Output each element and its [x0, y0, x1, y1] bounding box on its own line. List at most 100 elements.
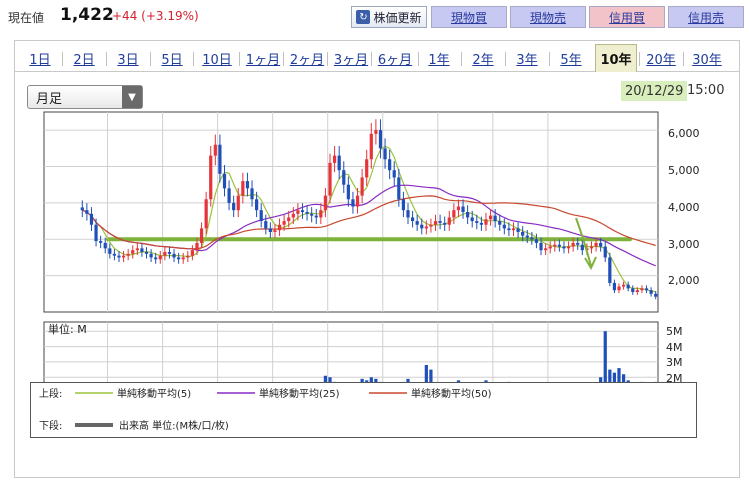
candle-body — [534, 239, 539, 243]
candle — [268, 222, 272, 238]
candle-body — [181, 257, 185, 260]
candle — [227, 180, 231, 211]
candle — [456, 199, 461, 218]
candle — [548, 241, 552, 254]
tab-2m[interactable]: 2ヶ月 — [289, 52, 325, 68]
candle-body — [383, 148, 387, 160]
candle-body — [121, 255, 126, 258]
arrow-head-icon — [584, 256, 597, 271]
candle — [562, 241, 566, 254]
price-tick-4000: 4,000 — [668, 201, 700, 214]
candle — [314, 209, 318, 224]
candle-body — [594, 242, 598, 247]
candle-body — [580, 244, 584, 251]
candle — [236, 188, 240, 218]
candle-body — [222, 173, 227, 189]
candle — [126, 249, 130, 261]
candle-body — [314, 215, 318, 218]
candle — [158, 251, 162, 264]
candle — [378, 119, 383, 159]
period-select[interactable]: 月足 ▼ — [27, 85, 143, 109]
candle — [300, 203, 305, 219]
candle-body — [562, 246, 566, 249]
tab-1d[interactable]: 1日 — [29, 52, 51, 68]
candle-body — [112, 253, 117, 256]
tab-6m[interactable]: 6ヶ月 — [377, 52, 413, 68]
margin-buy-button[interactable]: 信用買 — [589, 6, 665, 28]
candle-body — [277, 224, 282, 231]
candle-body — [566, 246, 571, 249]
candle — [103, 237, 107, 254]
candle — [493, 209, 497, 228]
candle — [392, 161, 396, 186]
candle — [199, 222, 204, 249]
candle-body — [172, 253, 176, 258]
candle-body — [374, 130, 378, 134]
tab-20y[interactable]: 20年 — [646, 52, 676, 68]
candle-body — [154, 257, 158, 260]
candle-body — [342, 170, 346, 185]
trend-arrow — [575, 217, 592, 267]
moving-averages — [82, 145, 656, 293]
candle — [576, 237, 580, 250]
tab-1m[interactable]: 1ヶ月 — [245, 52, 281, 68]
tab-2d[interactable]: 2日 — [73, 52, 95, 68]
candle — [534, 233, 539, 249]
candle-body — [346, 184, 350, 200]
candle-body — [475, 221, 479, 223]
ma5-line — [82, 145, 656, 293]
candle-body — [264, 221, 268, 229]
candle — [250, 180, 254, 207]
candle — [539, 237, 543, 256]
date-badge: 20/12/29 — [621, 81, 688, 101]
candle-body — [424, 226, 428, 229]
period-select-value: 月足 — [36, 91, 63, 107]
tab-10d[interactable]: 10日 — [202, 52, 232, 68]
tab-3m[interactable]: 3ヶ月 — [333, 52, 369, 68]
candle — [603, 241, 607, 262]
candle-body — [241, 181, 245, 196]
candle — [415, 214, 419, 231]
candle-body — [158, 255, 162, 260]
cash-buy-button[interactable]: 現物買 — [431, 6, 507, 28]
legend-box: 上段: 単純移動平均(5) 単純移動平均(25) 単純移動平均(50) 下段: … — [30, 382, 697, 438]
tab-1y[interactable]: 1年 — [428, 52, 450, 68]
candle-body — [516, 228, 520, 232]
candle — [163, 247, 167, 261]
candle-body — [502, 224, 506, 229]
tab-2y[interactable]: 2年 — [472, 52, 494, 68]
candle — [635, 287, 639, 295]
candle — [452, 203, 456, 224]
candle — [654, 291, 658, 300]
price-tick-5000: 5,000 — [668, 164, 700, 177]
candle-body — [250, 188, 254, 200]
tab-5y[interactable]: 5年 — [560, 52, 582, 68]
candle — [213, 134, 217, 166]
margin-sell-button[interactable]: 信用売 — [668, 6, 744, 28]
candle — [365, 149, 369, 186]
candle-body — [479, 222, 483, 225]
tab-5d[interactable]: 5日 — [161, 52, 183, 68]
legend-bottom-label: 下段: — [39, 419, 62, 432]
candle-body — [443, 222, 447, 225]
tab-3d[interactable]: 3日 — [117, 52, 139, 68]
legend-top-label: 上段: — [39, 387, 62, 400]
tab-10y[interactable]: 10年 — [595, 44, 637, 72]
candle — [599, 237, 603, 252]
tab-30y[interactable]: 30年 — [692, 52, 722, 68]
candle — [80, 200, 84, 218]
candle — [112, 249, 117, 261]
candle-body — [401, 199, 406, 211]
candle — [553, 239, 557, 252]
candle-body — [291, 213, 295, 218]
refresh-price-button[interactable]: ↻ 株価更新 — [351, 6, 427, 28]
candle-body — [378, 130, 383, 149]
candle — [241, 172, 245, 204]
cash-sell-button[interactable]: 現物売 — [510, 6, 586, 28]
candle-body — [190, 250, 194, 256]
candle — [287, 210, 291, 228]
candle-body — [268, 228, 272, 232]
candle — [516, 222, 520, 238]
tab-3y[interactable]: 3年 — [516, 52, 538, 68]
candle-body — [144, 252, 149, 254]
